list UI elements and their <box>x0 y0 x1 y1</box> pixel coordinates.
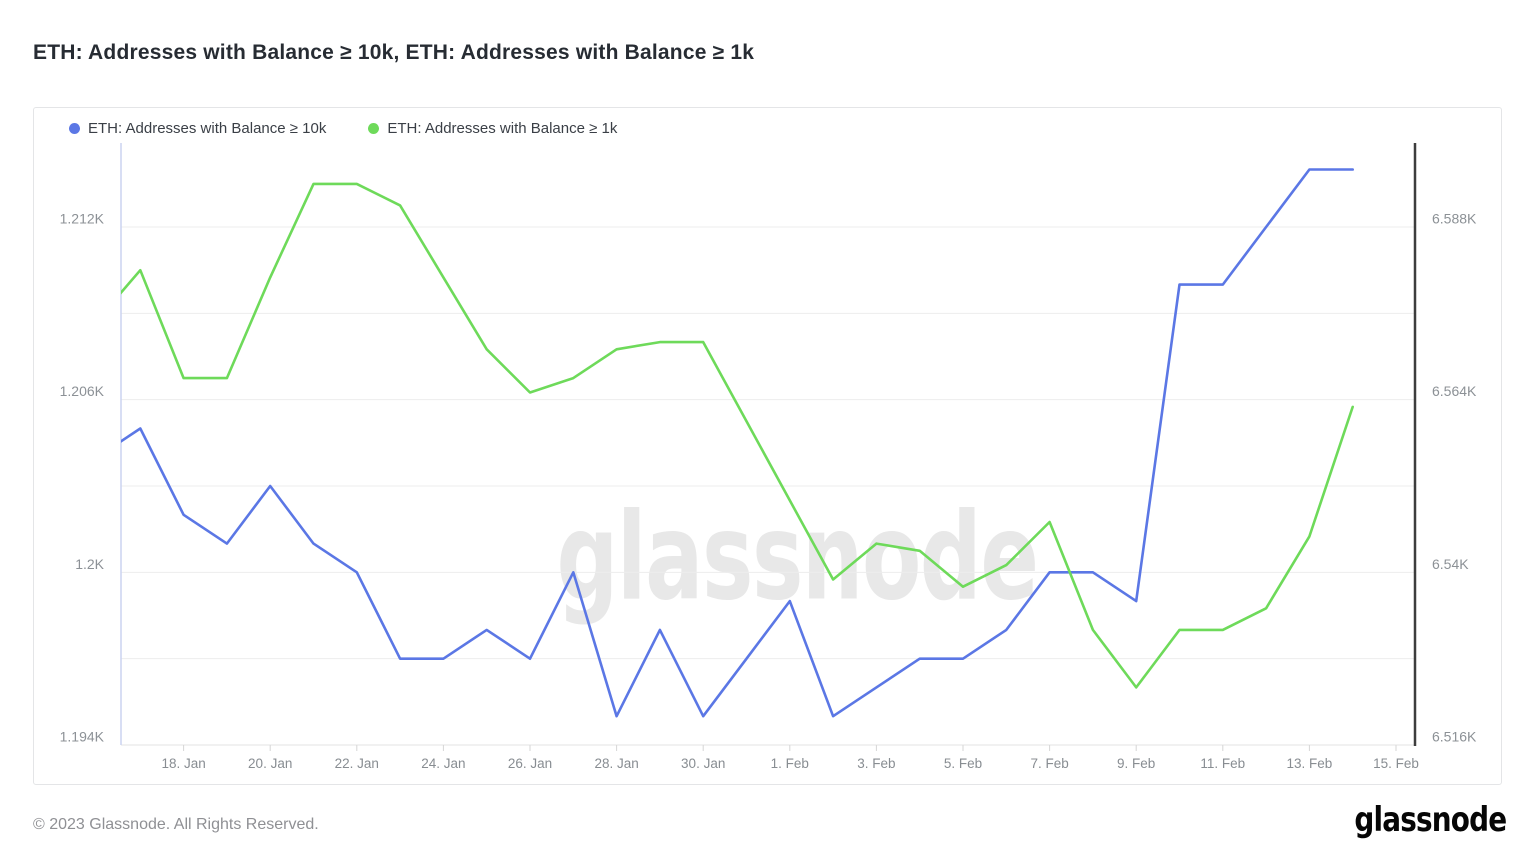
y-axis-label-right: 6.564K <box>1432 383 1477 399</box>
watermark: glassnode <box>556 488 1039 628</box>
legend-label-balance-10k: ETH: Addresses with Balance ≥ 10k <box>88 120 327 137</box>
chart-card: glassnode ETH: Addresses with Balance ≥ … <box>33 107 1502 785</box>
x-axis-label: 15. Feb <box>1373 756 1419 771</box>
y-axis-label-left: 1.2K <box>75 556 104 572</box>
copyright-text: © 2023 Glassnode. All Rights Reserved. <box>33 816 319 833</box>
y-axis-label-left: 1.194K <box>60 729 105 745</box>
x-axis-label: 5. Feb <box>944 756 982 771</box>
x-axis-label: 18. Jan <box>161 756 205 771</box>
legend-dot-balance-1k-icon <box>368 123 380 134</box>
y-axis-label-right: 6.54K <box>1432 556 1469 572</box>
x-axis-label: 30. Jan <box>681 756 725 771</box>
legend-item-balance-10k[interactable]: ETH: Addresses with Balance ≥ 10k <box>69 120 326 137</box>
x-axis-label: 20. Jan <box>248 756 292 771</box>
x-axis-label: 13. Feb <box>1287 756 1333 771</box>
legend-item-balance-1k[interactable]: ETH: Addresses with Balance ≥ 1k <box>368 120 617 137</box>
y-axis-label-left: 1.212K <box>60 211 105 227</box>
legend: ETH: Addresses with Balance ≥ 10k ETH: A… <box>69 120 617 137</box>
y-axis-label-left: 1.206K <box>60 383 105 399</box>
x-axis-label: 22. Jan <box>335 756 379 771</box>
legend-label-balance-1k: ETH: Addresses with Balance ≥ 1k <box>387 120 618 137</box>
legend-dot-balance-10k-icon <box>69 123 80 134</box>
x-axis-label: 3. Feb <box>857 756 895 771</box>
series-line-balance-10k <box>121 168 1354 718</box>
y-axis-label-right: 6.588K <box>1432 211 1477 227</box>
series-line-balance-1k <box>121 182 1354 689</box>
x-axis-label: 28. Jan <box>594 756 638 771</box>
x-axis-label: 7. Feb <box>1030 756 1068 771</box>
x-axis-label: 9. Feb <box>1117 756 1155 771</box>
x-axis-label: 11. Feb <box>1200 756 1245 771</box>
y-axis-label-right: 6.516K <box>1432 729 1477 745</box>
x-axis-label: 1. Feb <box>771 756 809 771</box>
glassnode-logo: glassnode <box>1353 800 1507 840</box>
x-axis-label: 26. Jan <box>508 756 552 771</box>
x-axis-label: 24. Jan <box>421 756 465 771</box>
page-title: ETH: Addresses with Balance ≥ 10k, ETH: … <box>33 41 755 64</box>
